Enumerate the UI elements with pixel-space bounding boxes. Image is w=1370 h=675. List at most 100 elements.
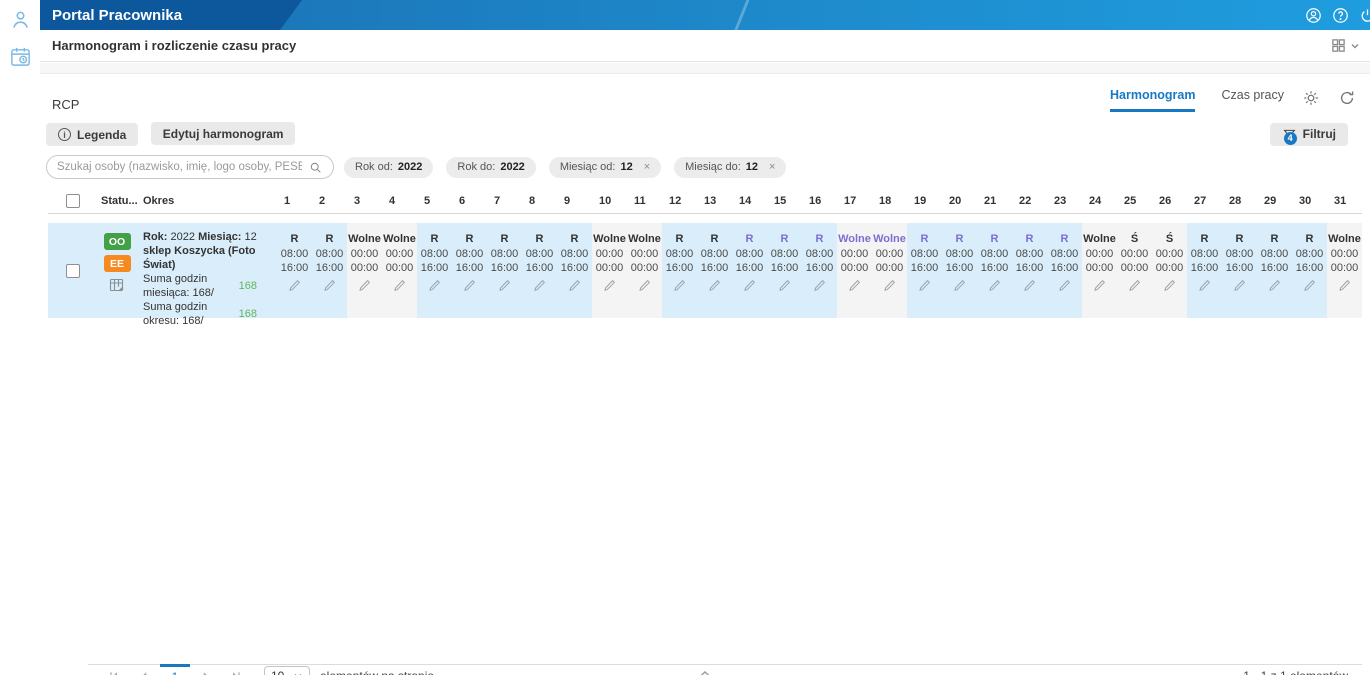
- next-page-icon[interactable]: [192, 665, 220, 675]
- day-column-header: 4: [382, 188, 417, 214]
- filter-button-label: Filtruj: [1302, 127, 1336, 141]
- search-icon[interactable]: [308, 160, 323, 175]
- filter-button[interactable]: 4 Filtruj: [1269, 122, 1348, 146]
- shift-start-time: 00:00: [385, 247, 414, 260]
- first-page-icon[interactable]: [100, 665, 128, 675]
- user-circle-icon[interactable]: [1305, 7, 1322, 24]
- select-all-checkbox[interactable]: [65, 193, 80, 208]
- pencil-icon[interactable]: [1198, 279, 1211, 292]
- pencil-icon[interactable]: [463, 279, 476, 292]
- shift-end-time: 16:00: [980, 262, 1009, 274]
- page-title: Harmonogram i rozliczenie czasu pracy: [52, 38, 297, 53]
- pencil-icon[interactable]: [1023, 279, 1036, 292]
- pencil-icon[interactable]: [533, 279, 546, 292]
- pencil-icon[interactable]: [1128, 279, 1141, 292]
- legend-button[interactable]: i Legenda: [46, 123, 139, 146]
- pencil-icon[interactable]: [918, 279, 931, 292]
- pencil-icon[interactable]: [953, 279, 966, 292]
- filter-chip[interactable]: Rok od: 2022: [344, 156, 434, 178]
- day-cell-9: R 08:00 16:00: [557, 223, 592, 318]
- okres-unit-name: sklep Koszycka (Foto Świat): [143, 245, 256, 271]
- shift-end-time: 16:00: [280, 262, 309, 274]
- pencil-icon[interactable]: [498, 279, 511, 292]
- shift-end-time: 00:00: [1085, 262, 1114, 274]
- prev-page-icon[interactable]: [130, 665, 158, 675]
- pencil-icon[interactable]: [673, 279, 686, 292]
- pencil-icon[interactable]: [778, 279, 791, 292]
- shift-end-time: 16:00: [735, 262, 764, 274]
- shift-type-label: R: [710, 233, 719, 245]
- pencil-icon[interactable]: [603, 279, 616, 292]
- user-icon[interactable]: [9, 8, 32, 31]
- pencil-icon[interactable]: [393, 279, 406, 292]
- shift-start-time: 08:00: [805, 247, 834, 260]
- search-input[interactable]: [57, 161, 302, 173]
- remove-chip-icon[interactable]: ×: [643, 161, 651, 173]
- pencil-icon[interactable]: [1268, 279, 1281, 292]
- pencil-icon[interactable]: [1303, 279, 1316, 292]
- filter-chips: Rok od: 2022 Rok do: 2022 Miesiąc od: 12 × M…: [344, 156, 787, 178]
- pencil-icon[interactable]: [1163, 279, 1176, 292]
- pencil-icon[interactable]: [883, 279, 896, 292]
- filter-chip-label: Rok do:: [457, 161, 496, 173]
- schedule-calendar-icon[interactable]: [9, 45, 32, 68]
- shift-end-time: 00:00: [350, 262, 379, 274]
- edit-schedule-button[interactable]: Edytuj harmonogram: [150, 122, 296, 145]
- pencil-icon[interactable]: [813, 279, 826, 292]
- legend-button-label: Legenda: [77, 127, 127, 142]
- tab-harmonogram[interactable]: Harmonogram: [1110, 88, 1196, 112]
- remove-chip-icon[interactable]: ×: [769, 161, 776, 173]
- shift-start-time: 00:00: [1085, 247, 1114, 260]
- layout-switcher[interactable]: [1331, 38, 1360, 53]
- pencil-icon[interactable]: [743, 279, 756, 292]
- pencil-icon[interactable]: [568, 279, 581, 292]
- page-size-select[interactable]: 10: [264, 665, 310, 675]
- pencil-icon[interactable]: [1058, 279, 1071, 292]
- schedule-grid-icon[interactable]: [109, 277, 125, 293]
- shift-end-time: 00:00: [630, 262, 659, 274]
- pencil-icon[interactable]: [1338, 279, 1351, 292]
- sum-period-total: 168: [238, 308, 257, 320]
- filter-chip-value: 2022: [397, 161, 423, 173]
- schedule-table-row: OO EE Rok: 2022 Miesiąc: 12 sklep Koszyc…: [48, 223, 1370, 327]
- pencil-icon[interactable]: [288, 279, 301, 292]
- pencil-icon[interactable]: [1233, 279, 1246, 292]
- shift-end-time: 16:00: [700, 262, 729, 274]
- day-column-header: 15: [767, 188, 802, 214]
- shift-type-label: R: [1305, 233, 1314, 245]
- pencil-icon[interactable]: [988, 279, 1001, 292]
- shift-type-label: R: [815, 233, 824, 245]
- okres-column-header: Okres: [137, 188, 277, 214]
- pagination-bar: 1 10 elementów na stronie 1 - 1 z 1 elem…: [88, 663, 1362, 675]
- shift-type-label: R: [290, 233, 299, 245]
- pencil-icon[interactable]: [428, 279, 441, 292]
- app-title: Portal Pracownika: [52, 6, 183, 24]
- page-header: Harmonogram i rozliczenie czasu pracy: [40, 30, 1370, 62]
- filter-chip[interactable]: Miesiąc od: 12 ×: [548, 156, 662, 178]
- row-checkbox[interactable]: [65, 263, 80, 278]
- shift-start-time: 08:00: [735, 247, 764, 260]
- day-column-header: 30: [1292, 188, 1327, 214]
- current-page-button[interactable]: 1: [160, 663, 190, 675]
- day-column-header: 6: [452, 188, 487, 214]
- pencil-icon[interactable]: [638, 279, 651, 292]
- filter-chip[interactable]: Rok do: 2022: [446, 156, 536, 178]
- day-column-header: 17: [837, 188, 872, 214]
- help-icon[interactable]: [1332, 7, 1349, 24]
- pencil-icon[interactable]: [1093, 279, 1106, 292]
- pencil-icon[interactable]: [358, 279, 371, 292]
- filter-chip[interactable]: Miesiąc do: 12 ×: [674, 156, 787, 178]
- gear-icon[interactable]: [1302, 89, 1320, 107]
- pencil-icon[interactable]: [708, 279, 721, 292]
- pencil-icon[interactable]: [848, 279, 861, 292]
- shift-start-time: 00:00: [630, 247, 659, 260]
- last-page-icon[interactable]: [222, 665, 250, 675]
- shift-end-time: 16:00: [490, 262, 519, 274]
- edit-schedule-button-label: Edytuj harmonogram: [162, 126, 284, 141]
- refresh-icon[interactable]: [1338, 89, 1356, 107]
- tab-czas-pracy[interactable]: Czas pracy: [1221, 88, 1284, 102]
- chevron-up-icon[interactable]: [697, 670, 713, 675]
- power-icon[interactable]: [1359, 7, 1370, 24]
- shift-start-time: 08:00: [420, 247, 449, 260]
- pencil-icon[interactable]: [323, 279, 336, 292]
